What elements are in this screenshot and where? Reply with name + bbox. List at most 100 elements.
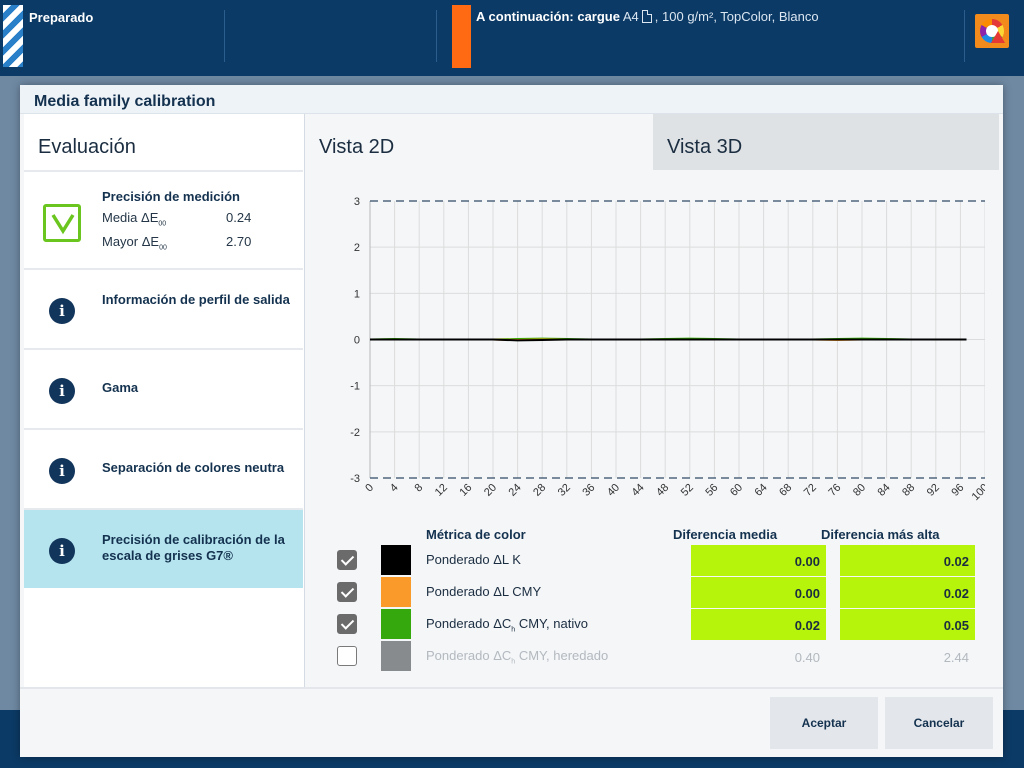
divider	[964, 10, 965, 62]
max-difference-value: 0.05	[840, 609, 975, 640]
measurement-precision-label: Precisión de medición	[102, 189, 240, 204]
metric-label: Ponderado ΔCh CMY, heredado	[426, 648, 609, 666]
chart-series	[369, 337, 967, 342]
color-wheel-warning-icon[interactable]	[975, 14, 1009, 48]
eval-item-gamut[interactable]: i Gama	[24, 348, 303, 428]
divider	[436, 10, 437, 62]
mean-difference-value: 0.00	[691, 545, 826, 576]
divider	[224, 10, 225, 62]
y-tick-label: 2	[354, 242, 360, 254]
x-tick-label: 64	[753, 482, 770, 499]
x-tick-label: 48	[654, 482, 671, 499]
info-icon: i	[49, 538, 75, 564]
x-tick-label: 52	[679, 482, 696, 499]
tab-3d-view[interactable]: Vista 3D	[653, 114, 999, 170]
metric-checkbox[interactable]	[337, 614, 357, 634]
max-delta-e-value: 2.70	[226, 234, 252, 249]
mean-delta-e-label: Media ΔE	[102, 210, 159, 225]
tab-2d-view[interactable]: Vista 2D	[305, 114, 653, 170]
y-tick-label: 1	[354, 288, 360, 300]
evaluation-title: Evaluación	[38, 136, 136, 158]
x-tick-label: 24	[507, 482, 524, 499]
dialog-title: Media family calibration	[20, 85, 1003, 114]
top-status-bar: Preparado A continuación: cargue A4 , 100…	[0, 0, 1024, 76]
next-media-info[interactable]: A continuación: cargue A4 , 100 g/m², Top…	[476, 9, 819, 24]
info-icon: i	[49, 378, 75, 404]
x-tick-label: 84	[876, 482, 893, 499]
metric-checkbox[interactable]	[337, 646, 357, 666]
metric-row-l-k: Ponderado ΔL K 0.00 0.02	[325, 545, 995, 577]
series-color-swatch	[381, 641, 411, 671]
media-family-calibration-dialog: Media family calibration Evaluación Prec…	[20, 85, 1003, 757]
x-tick-label: 72	[802, 482, 819, 499]
max-difference-value: 0.02	[840, 577, 975, 608]
x-tick-label: 56	[703, 482, 720, 499]
y-tick-label: 0	[354, 335, 360, 347]
gamut-label: Gama	[102, 380, 139, 395]
eval-item-g7-grayscale[interactable]: i Precisión de calibración de la escala …	[24, 508, 303, 588]
y-tick-label: 3	[354, 196, 360, 208]
metric-checkbox[interactable]	[337, 582, 357, 602]
color-metric-table: Métrica de color Diferencia media Difere…	[325, 521, 995, 671]
cancel-button[interactable]: Cancelar	[885, 697, 993, 749]
x-tick-label: 100	[970, 482, 985, 503]
x-tick-label: 36	[580, 482, 597, 499]
x-tick-label: 88	[900, 482, 917, 499]
max-delta-e-row: Mayor ΔE00 2.70	[102, 234, 251, 252]
series-color-swatch	[381, 545, 411, 575]
x-tick-label: 44	[630, 482, 647, 499]
info-icon: i	[49, 458, 75, 484]
output-profile-label: Información de perfil de salida	[102, 292, 290, 307]
eval-item-output-profile[interactable]: i Información de perfil de salida	[24, 268, 303, 348]
next-media-lead: A continuación: cargue	[476, 9, 620, 24]
next-job-indicator	[452, 5, 471, 68]
evaluation-panel: Evaluación Precisión de medición Media Δ…	[24, 114, 305, 687]
x-tick-label: 92	[925, 482, 942, 499]
next-media-size: A4	[622, 9, 639, 24]
x-tick-label: 32	[556, 482, 573, 499]
printer-status-text: Preparado	[29, 10, 94, 25]
metric-row-ch-inherited: Ponderado ΔCh CMY, heredado 0.40 2.44	[325, 641, 995, 673]
metric-row-l-cmy: Ponderado ΔL CMY 0.00 0.02	[325, 577, 995, 609]
info-icon: i	[49, 298, 75, 324]
check-success-icon	[43, 204, 81, 242]
chart-tolerance-lines	[370, 200, 985, 479]
x-tick-label: 96	[949, 482, 966, 499]
series-color-swatch	[381, 609, 411, 639]
x-tick-label: 28	[531, 482, 548, 499]
dialog-button-bar: Aceptar Cancelar	[20, 687, 1003, 757]
x-tick-label: 68	[777, 482, 794, 499]
x-tick-label: 8	[413, 482, 426, 495]
neutral-separation-label: Separación de colores neutra	[102, 460, 285, 475]
x-tick-label: 4	[388, 482, 401, 495]
eval-item-neutral-separation[interactable]: i Separación de colores neutra	[24, 428, 303, 508]
metric-row-ch-native: Ponderado ΔCh CMY, nativo 0.02 0.05	[325, 609, 995, 641]
eval-item-measurement-precision[interactable]: Precisión de medición Media ΔE00 0.24 Ma…	[24, 170, 303, 268]
x-tick-label: 0	[363, 482, 376, 495]
x-tick-label: 76	[826, 482, 843, 499]
accept-button[interactable]: Aceptar	[770, 697, 878, 749]
mean-delta-e-value: 0.24	[226, 210, 252, 225]
printer-status-stripe-icon	[3, 5, 23, 67]
x-tick-label: 16	[457, 482, 474, 499]
g7-grayscale-label: Precisión de calibración de la escala de…	[102, 532, 285, 563]
header-max-difference: Diferencia más alta	[821, 527, 940, 542]
x-tick-label: 40	[605, 482, 622, 499]
y-tick-label: -2	[350, 427, 360, 439]
metric-label: Ponderado ΔCh CMY, nativo	[426, 616, 588, 634]
mean-delta-e-row: Media ΔE00 0.24	[102, 210, 251, 228]
mean-difference-value: 0.40	[794, 650, 820, 665]
max-delta-e-sub: 00	[159, 244, 167, 252]
x-tick-label: 60	[728, 482, 745, 499]
mean-difference-value: 0.02	[691, 609, 826, 640]
y-tick-label: -1	[350, 381, 360, 393]
x-tick-label: 80	[851, 482, 868, 499]
header-mean-difference: Diferencia media	[673, 527, 778, 542]
max-difference-value: 2.44	[943, 650, 969, 665]
next-media-detail: , 100 g/m², TopColor, Blanco	[654, 9, 819, 24]
metric-checkbox[interactable]	[337, 550, 357, 570]
mean-difference-value: 0.00	[691, 577, 826, 608]
document-icon	[641, 10, 652, 23]
max-delta-e-label: Mayor ΔE	[102, 234, 160, 249]
chart-x-ticks: 0 4 8 12 16 20 24 28 32 36 40 44 48 52 56 60 64 68 72 76 80 8…	[363, 482, 985, 503]
